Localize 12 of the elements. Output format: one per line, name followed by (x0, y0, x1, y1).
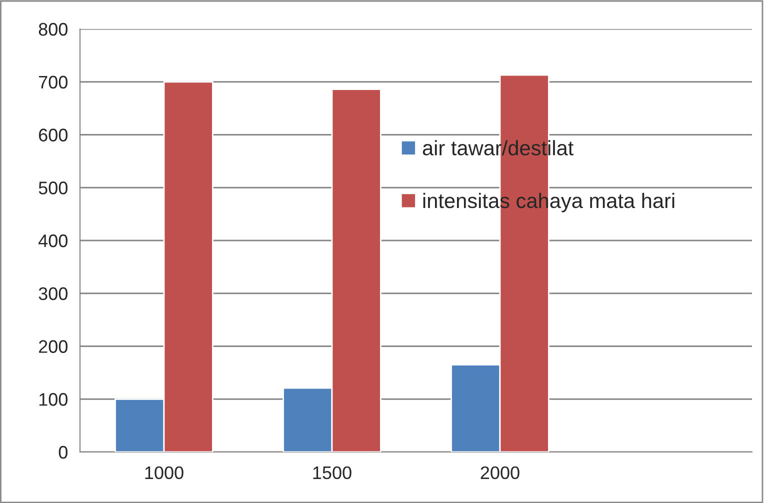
y-tick-label: 300 (38, 287, 68, 300)
x-tick-label: 1500 (313, 466, 352, 480)
y-tick-label: 500 (38, 182, 68, 194)
y-tick-label: 400 (38, 234, 68, 248)
y-tick-label: 100 (39, 393, 68, 406)
x-tick-label: 1000 (145, 466, 184, 480)
y-tick-label: 800 (38, 22, 68, 36)
y-tick-label: 600 (38, 128, 68, 142)
y-tick-label: 0 (58, 446, 68, 459)
y-tick-label: 700 (39, 76, 68, 89)
x-tick-label: 2000 (480, 466, 520, 480)
y-tick-label: 200 (38, 340, 68, 353)
